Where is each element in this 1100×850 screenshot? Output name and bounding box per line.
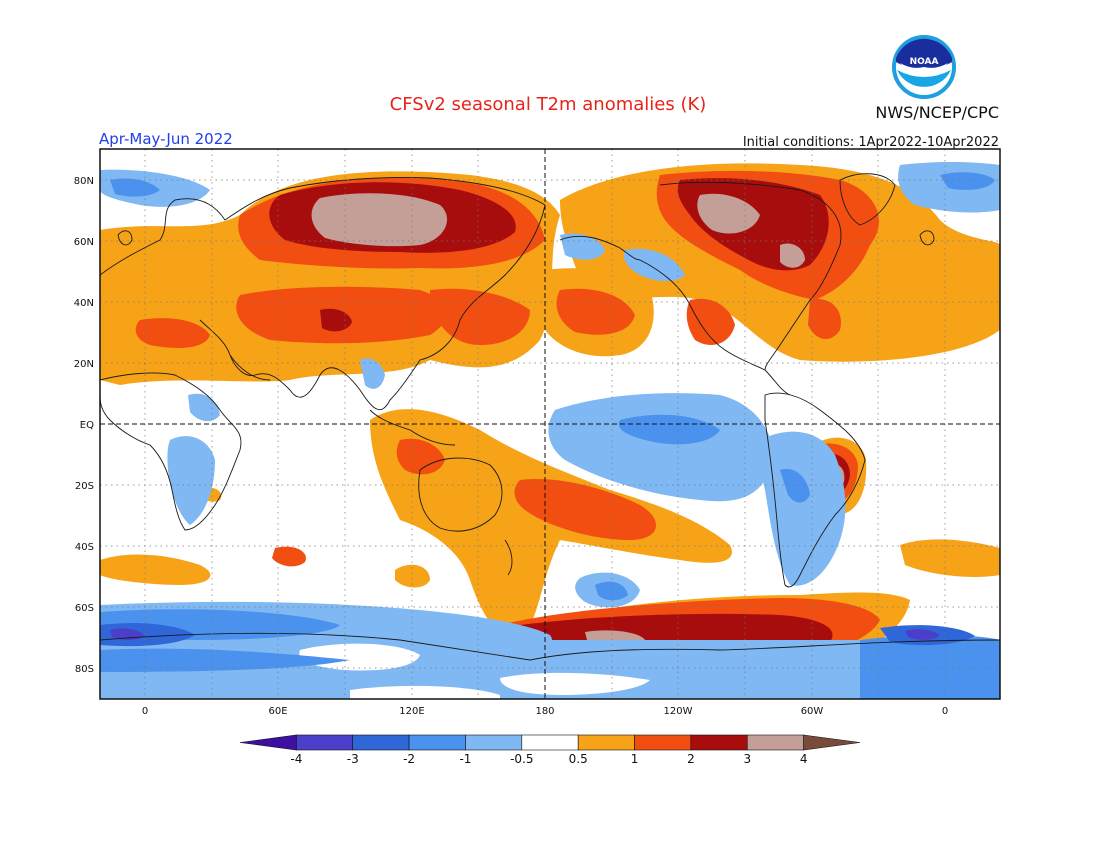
lon-label: 120W xyxy=(664,706,693,717)
map-frame xyxy=(99,148,1001,700)
colorbar-segment xyxy=(296,734,354,751)
colorbar-segment xyxy=(577,734,635,751)
colorbar-segment xyxy=(690,734,748,751)
lon-label: 0 xyxy=(942,706,948,717)
season-label: Apr-May-Jun 2022 xyxy=(99,130,233,148)
colorbar-tick-label: -3 xyxy=(347,752,359,766)
lat-label: 20S xyxy=(75,481,94,492)
noaa-logo-text: NOAA xyxy=(910,57,939,67)
colorbar-tick-label: 0.5 xyxy=(569,752,588,766)
lat-label: 80N xyxy=(74,176,94,187)
lat-label: 40S xyxy=(75,542,94,553)
lon-label: 60W xyxy=(801,706,824,717)
lon-label: 0 xyxy=(142,706,148,717)
noaa-logo: NOAA xyxy=(892,35,956,99)
initial-conditions-label: Initial conditions: 1Apr2022-10Apr2022 xyxy=(743,135,999,150)
near-zero-anomaly-field xyxy=(299,643,650,699)
longitude-labels: 0 60E 120E 180 120W 60W 0 xyxy=(142,706,948,717)
colorbar-tick-label: 3 xyxy=(743,752,751,766)
lat-label: 80S xyxy=(75,664,94,675)
colorbar-tick-label: -2 xyxy=(403,752,415,766)
colorbar-tick-label: -4 xyxy=(290,752,302,766)
lon-label: 60E xyxy=(268,706,287,717)
lon-label: 120E xyxy=(399,706,424,717)
lat-label: 40N xyxy=(74,298,94,309)
colorbar-arrow-high xyxy=(803,734,861,751)
colorbar-tick-label: 1 xyxy=(631,752,639,766)
lon-label: 180 xyxy=(535,706,554,717)
colorbar-tick-label: 4 xyxy=(800,752,808,766)
colorbar-arrow-low xyxy=(239,734,297,751)
colorbar-segment xyxy=(521,734,579,751)
lat-label: 60N xyxy=(74,237,94,248)
figure-title: CFSv2 seasonal T2m anomalies (K) xyxy=(390,94,707,115)
lat-label: 60S xyxy=(75,603,94,614)
anomaly-map xyxy=(100,149,1000,699)
agency-label: NWS/NCEP/CPC xyxy=(875,103,999,122)
lat-label: EQ xyxy=(80,420,94,431)
colorbar-tick-label: 2 xyxy=(687,752,695,766)
colorbar-segment xyxy=(746,734,804,751)
colorbar-segment xyxy=(465,734,523,751)
colorbar-segment xyxy=(352,734,410,751)
colorbar-segment xyxy=(634,734,692,751)
colorbar-tick-label: -0.5 xyxy=(510,752,533,766)
latitude-labels: 80N 60N 40N 20N EQ 20S 40S 60S 80S xyxy=(74,176,94,675)
coastlines xyxy=(100,173,1000,661)
lat-label: 20N xyxy=(74,359,94,370)
colorbar-tick-label: -1 xyxy=(459,752,471,766)
colorbar-segment xyxy=(408,734,466,751)
colorbar: -4 -3 -2 -1 -0.5 0.5 1 2 3 4 xyxy=(239,734,861,766)
